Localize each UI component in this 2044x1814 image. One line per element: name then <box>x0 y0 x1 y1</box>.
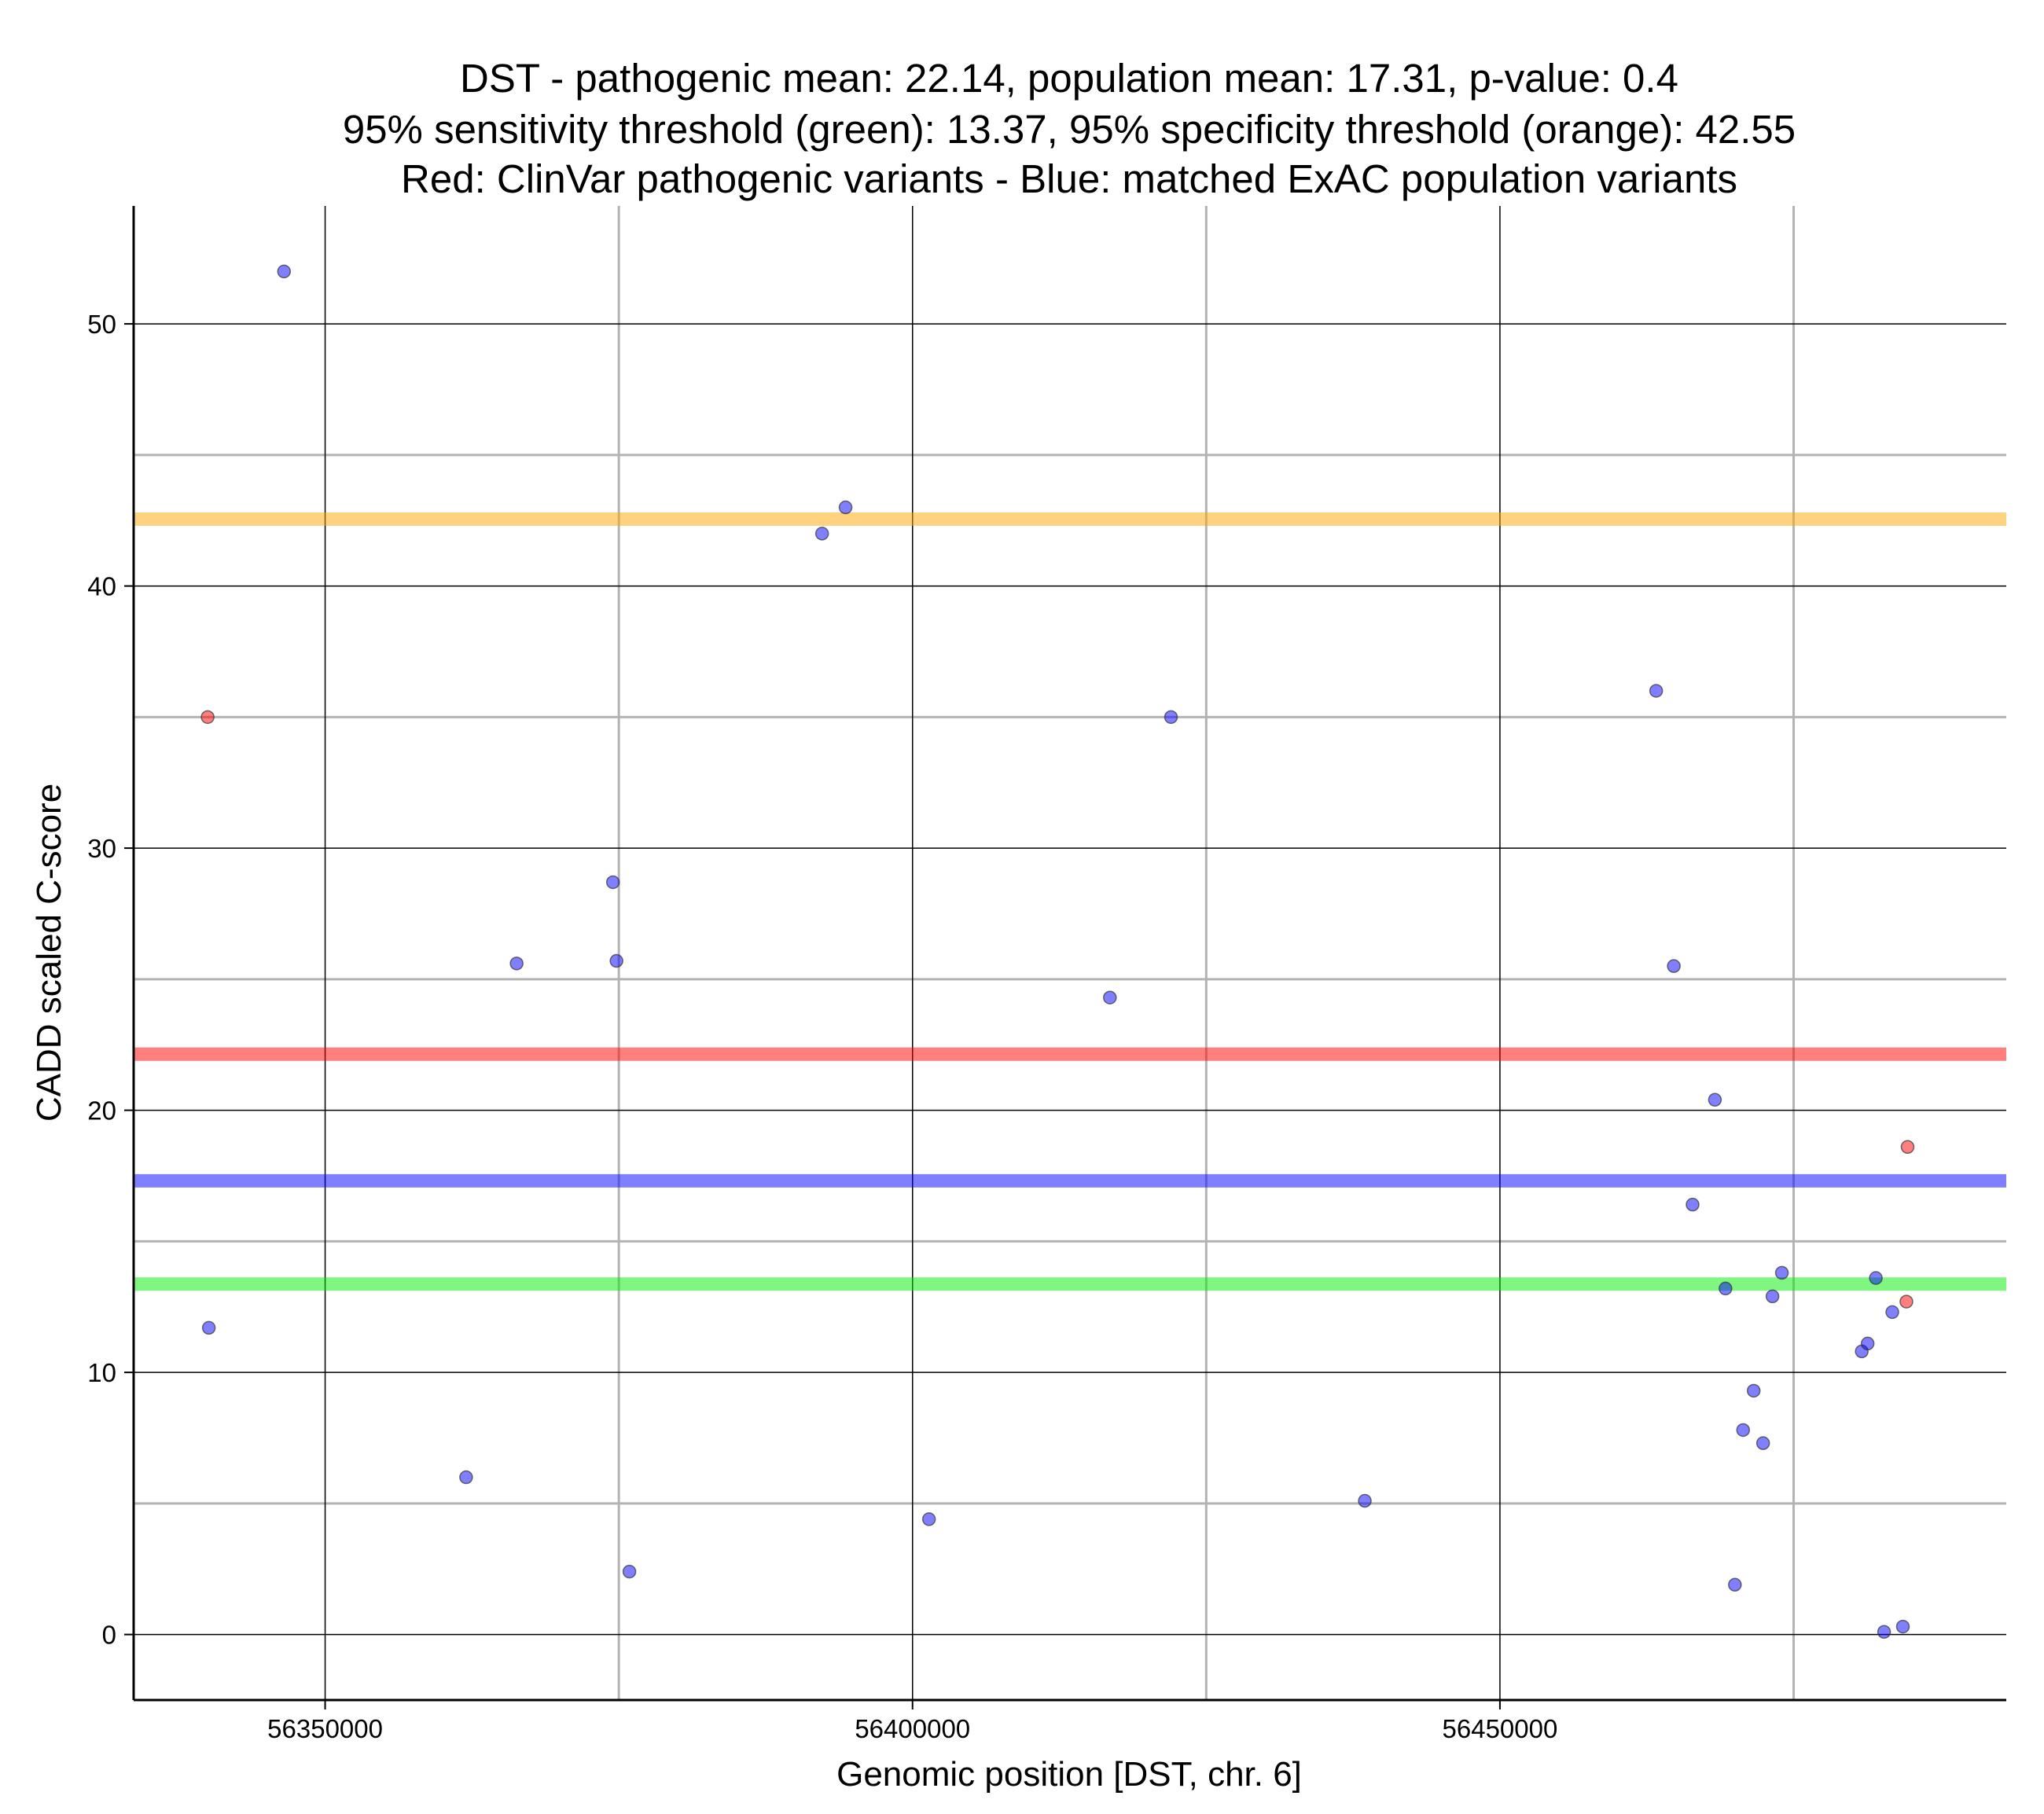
y-tick-label-5: 50 <box>87 310 116 339</box>
population-point-24 <box>1869 1271 1883 1285</box>
chart-title-line-1: DST - pathogenic mean: 22.14, population… <box>460 56 1678 101</box>
x-tick-label-2: 56450000 <box>1443 1714 1558 1743</box>
population-point-8 <box>838 500 853 515</box>
major-gridlines <box>134 206 2006 1700</box>
y-tick-label-1: 10 <box>87 1358 116 1387</box>
population-point-9 <box>921 1512 936 1526</box>
population-point-1 <box>201 1320 216 1335</box>
pathogenic-point-2 <box>1899 1294 1913 1309</box>
population-point-27 <box>1885 1305 1899 1320</box>
population-point-15 <box>1708 1092 1722 1107</box>
chart-title-line-2: 95% sensitivity threshold (green): 13.37… <box>343 107 1796 152</box>
population-point-10 <box>1103 990 1117 1004</box>
population-point-13 <box>1649 684 1664 698</box>
population-point-14 <box>1667 959 1681 973</box>
population-point-20 <box>1746 1383 1761 1398</box>
population-point-29 <box>1895 1619 1910 1634</box>
population-point-6 <box>622 1564 637 1579</box>
population-point-7 <box>814 527 829 541</box>
y-tick-label-0: 0 <box>102 1621 116 1650</box>
pathogenic-point-0 <box>200 710 215 725</box>
population-point-5 <box>609 953 623 968</box>
pathogenic-point-1 <box>1900 1140 1915 1155</box>
y-axis-ticks: 0 10 20 30 40 50 <box>87 310 134 1650</box>
population-point-19 <box>1774 1265 1789 1280</box>
population-point-18 <box>1765 1289 1780 1304</box>
population-point-12 <box>1358 1493 1372 1508</box>
reference-lines <box>134 512 2006 1291</box>
minor-gridlines <box>134 206 2006 1700</box>
x-tick-label-0: 56350000 <box>267 1714 383 1743</box>
y-tick-label-2: 20 <box>87 1096 116 1125</box>
x-tick-label-1: 56400000 <box>855 1714 970 1743</box>
y-tick-label-4: 40 <box>87 572 116 601</box>
population-point-11 <box>1164 710 1178 725</box>
population-point-3 <box>509 957 524 971</box>
x-axis-title: Genomic position [DST, chr. 6] <box>836 1755 1302 1794</box>
population-point-4 <box>605 875 620 890</box>
population-point-28 <box>1877 1625 1891 1640</box>
population-point-16 <box>1686 1197 1700 1212</box>
x-axis-ticks: 56350000 56400000 56450000 <box>267 1700 1557 1743</box>
y-axis-title: CADD scaled C-score <box>30 784 68 1122</box>
data-points <box>200 264 1915 1640</box>
population-point-17 <box>1719 1281 1733 1296</box>
population-point-23 <box>1728 1577 1742 1592</box>
population-point-22 <box>1755 1436 1770 1450</box>
chart-title-line-3: Red: ClinVar pathogenic variants - Blue:… <box>401 156 1737 201</box>
population-point-26 <box>1860 1336 1875 1351</box>
population-point-0 <box>277 264 292 279</box>
population-point-2 <box>459 1470 473 1485</box>
y-tick-label-3: 30 <box>87 834 116 863</box>
population-point-21 <box>1736 1423 1751 1438</box>
